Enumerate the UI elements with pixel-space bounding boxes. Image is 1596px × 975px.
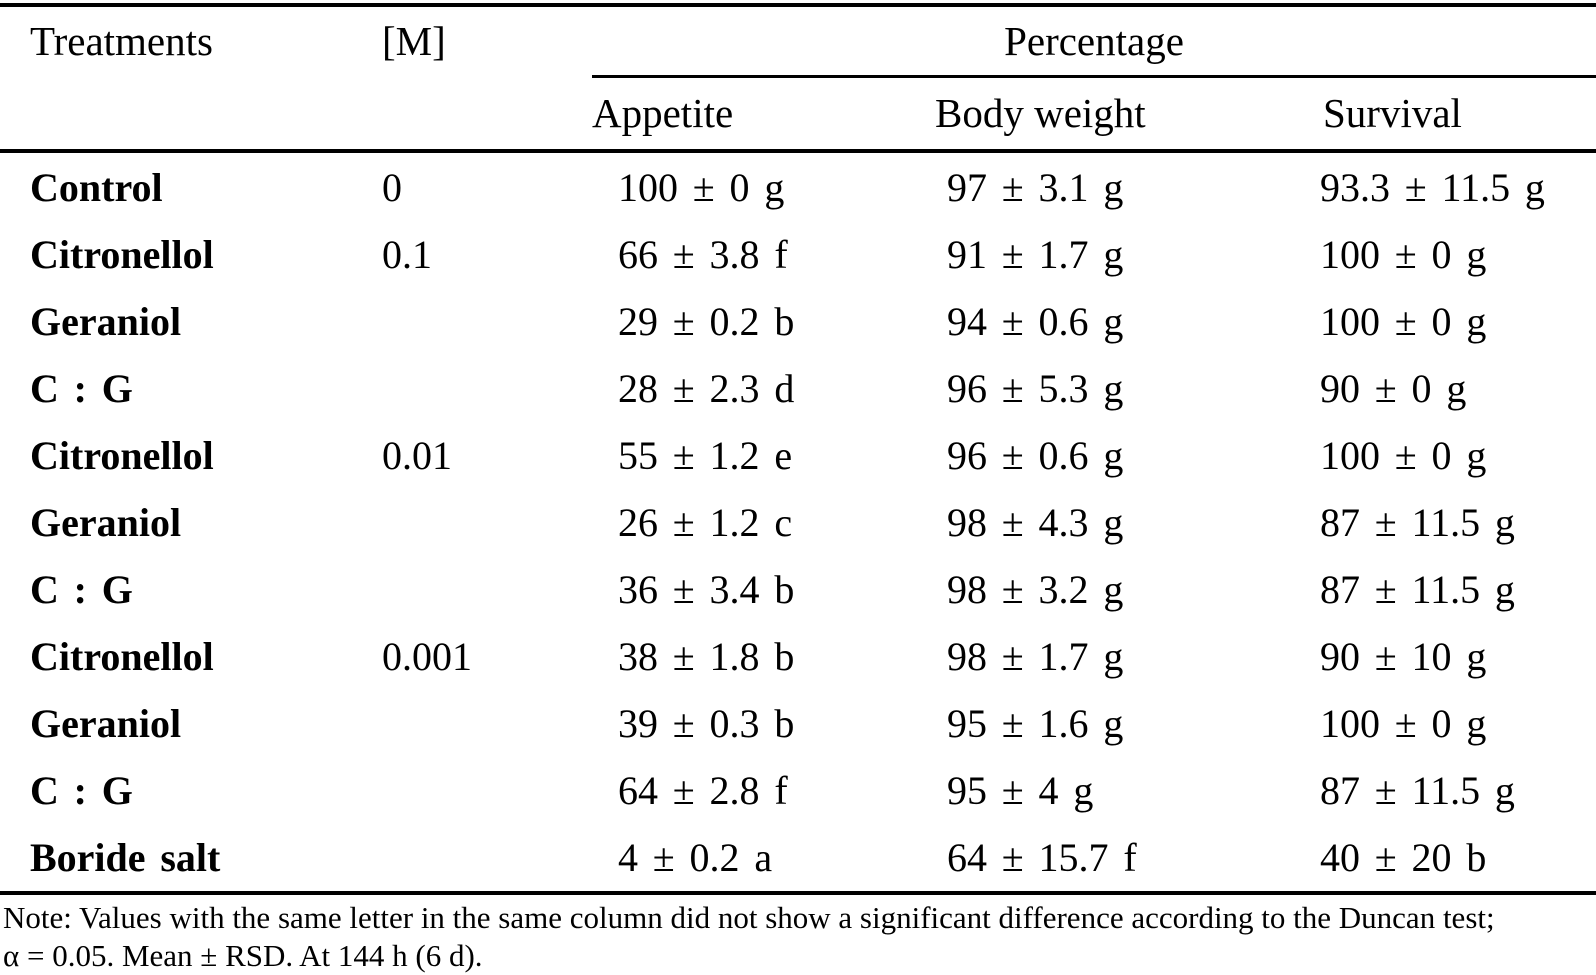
appetite-cell: 64 ± 2.8 f xyxy=(618,767,788,813)
treatment-cell: Citronellol xyxy=(30,231,214,277)
body-weight-cell: 94 ± 0.6 g xyxy=(947,298,1124,344)
appetite-cell: 66 ± 3.8 f xyxy=(618,231,788,277)
appetite-cell: 100 ± 0 g xyxy=(618,164,785,210)
treatment-cell: Citronellol xyxy=(30,432,214,478)
table-header-row-2: Appetite Body weight Survival xyxy=(0,78,1596,148)
treatment-cell: C : G xyxy=(30,767,133,813)
treatment-cell: C : G xyxy=(30,365,133,411)
survival-cell: 100 ± 0 g xyxy=(1320,432,1487,478)
table-row: Citronellol 0.001 38 ± 1.8 b 98 ± 1.7 g … xyxy=(0,623,1596,690)
survival-cell: 87 ± 11.5 g xyxy=(1320,499,1515,545)
survival-cell: 100 ± 0 g xyxy=(1320,700,1487,746)
survival-cell: 90 ± 10 g xyxy=(1320,633,1487,679)
appetite-cell: 38 ± 1.8 b xyxy=(618,633,795,679)
body-weight-cell: 98 ± 1.7 g xyxy=(947,633,1124,679)
concentration-cell: 0.001 xyxy=(382,633,472,679)
column-header-treatments: Treatments xyxy=(30,17,213,64)
concentration-cell: 0.1 xyxy=(382,231,432,277)
appetite-cell: 39 ± 0.3 b xyxy=(618,700,795,746)
body-weight-cell: 95 ± 4 g xyxy=(947,767,1094,813)
survival-cell: 40 ± 20 b xyxy=(1320,834,1487,880)
column-header-concentration: [M] xyxy=(382,17,446,64)
survival-cell: 90 ± 0 g xyxy=(1320,365,1467,411)
table-bottom-rule xyxy=(0,891,1596,895)
appetite-cell: 36 ± 3.4 b xyxy=(618,566,795,612)
table-row: Geraniol 29 ± 0.2 b 94 ± 0.6 g 100 ± 0 g xyxy=(0,288,1596,355)
treatment-cell: Geraniol xyxy=(30,499,182,545)
body-weight-cell: 95 ± 1.6 g xyxy=(947,700,1124,746)
treatment-cell: Geraniol xyxy=(30,700,182,746)
survival-cell: 87 ± 11.5 g xyxy=(1320,767,1515,813)
table-body: Control 0 100 ± 0 g 97 ± 3.1 g 93.3 ± 11… xyxy=(0,154,1596,891)
table-row: Citronellol 0.1 66 ± 3.8 f 91 ± 1.7 g 10… xyxy=(0,221,1596,288)
treatment-cell: Control xyxy=(30,164,163,210)
header-separator-rule xyxy=(0,149,1596,153)
table-row: C : G 64 ± 2.8 f 95 ± 4 g 87 ± 11.5 g xyxy=(0,757,1596,824)
body-weight-cell: 96 ± 5.3 g xyxy=(947,365,1124,411)
note-line-2: α = 0.05. Mean ± RSD. At 144 h (6 d). xyxy=(3,938,483,973)
appetite-cell: 4 ± 0.2 a xyxy=(618,834,773,880)
body-weight-cell: 98 ± 4.3 g xyxy=(947,499,1124,545)
table-row: C : G 36 ± 3.4 b 98 ± 3.2 g 87 ± 11.5 g xyxy=(0,556,1596,623)
table-note: Note: Values with the same letter in the… xyxy=(3,899,1596,975)
appetite-cell: 29 ± 0.2 b xyxy=(618,298,795,344)
appetite-cell: 26 ± 1.2 c xyxy=(618,499,793,545)
table-row: Citronellol 0.01 55 ± 1.2 e 96 ± 0.6 g 1… xyxy=(0,422,1596,489)
concentration-cell: 0 xyxy=(382,164,402,210)
table-row: Control 0 100 ± 0 g 97 ± 3.1 g 93.3 ± 11… xyxy=(0,154,1596,221)
survival-cell: 93.3 ± 11.5 g xyxy=(1320,164,1545,210)
appetite-cell: 55 ± 1.2 e xyxy=(618,432,793,478)
column-header-body-weight: Body weight xyxy=(935,89,1146,136)
note-line-1: Note: Values with the same letter in the… xyxy=(3,900,1495,935)
treatment-cell: Citronellol xyxy=(30,633,214,679)
column-header-appetite: Appetite xyxy=(592,89,734,136)
column-header-survival: Survival xyxy=(1323,89,1462,136)
table-row: Geraniol 26 ± 1.2 c 98 ± 4.3 g 87 ± 11.5… xyxy=(0,489,1596,556)
treatment-cell: C : G xyxy=(30,566,133,612)
table-header-row-1: Treatments [M] Percentage xyxy=(0,8,1596,74)
body-weight-cell: 91 ± 1.7 g xyxy=(947,231,1124,277)
body-weight-cell: 96 ± 0.6 g xyxy=(947,432,1124,478)
body-weight-cell: 64 ± 15.7 f xyxy=(947,834,1137,880)
appetite-cell: 28 ± 2.3 d xyxy=(618,365,795,411)
body-weight-cell: 98 ± 3.2 g xyxy=(947,566,1124,612)
treatment-cell: Geraniol xyxy=(30,298,182,344)
table-row: Geraniol 39 ± 0.3 b 95 ± 1.6 g 100 ± 0 g xyxy=(0,690,1596,757)
table-row: C : G 28 ± 2.3 d 96 ± 5.3 g 90 ± 0 g xyxy=(0,355,1596,422)
survival-cell: 100 ± 0 g xyxy=(1320,231,1487,277)
treatment-cell: Boride salt xyxy=(30,834,221,880)
body-weight-cell: 97 ± 3.1 g xyxy=(947,164,1124,210)
concentration-cell: 0.01 xyxy=(382,432,452,478)
survival-cell: 100 ± 0 g xyxy=(1320,298,1487,344)
survival-cell: 87 ± 11.5 g xyxy=(1320,566,1515,612)
percentage-group-underline xyxy=(592,75,1596,78)
column-group-header-percentage: Percentage xyxy=(1004,17,1184,64)
table-top-rule xyxy=(0,3,1596,7)
table-row: Boride salt 4 ± 0.2 a 64 ± 15.7 f 40 ± 2… xyxy=(0,824,1596,891)
